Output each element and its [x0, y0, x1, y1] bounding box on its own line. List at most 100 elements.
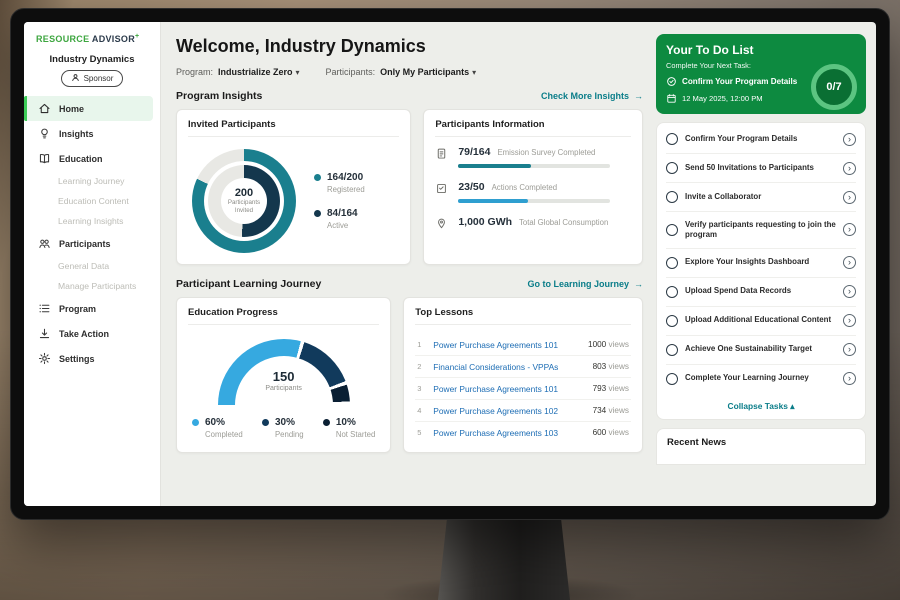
sidebar-item-participants[interactable]: Participants — [24, 231, 160, 256]
chevron-right-icon[interactable]: › — [843, 343, 856, 357]
stat-label: Emission Survey Completed — [497, 148, 596, 157]
book-icon — [38, 152, 51, 165]
invited-participants-donut: 200 Participants Invited — [192, 149, 296, 253]
todo-next-task-label: Confirm Your Program Details — [682, 77, 798, 86]
lesson-link[interactable]: Power Purchase Agreements 101 — [433, 339, 559, 350]
sidebar-item-learning-journey[interactable]: Learning Journey — [24, 171, 160, 191]
chevron-right-icon[interactable]: › — [843, 285, 856, 299]
task-label: Confirm Your Program Details — [685, 133, 798, 143]
checkbox-circle[interactable] — [666, 191, 678, 203]
check-more-insights-link[interactable]: Check More Insights → — [541, 91, 643, 101]
task-label: Achieve One Sustainability Target — [685, 344, 813, 354]
lesson-views-count: 803 — [592, 362, 607, 371]
chevron-right-icon[interactable]: › — [843, 132, 856, 146]
task-row-confirm-program[interactable]: Confirm Your Program Details › — [666, 125, 856, 154]
lesson-link[interactable]: Power Purchase Agreements 103 — [433, 427, 559, 438]
checkbox-circle[interactable] — [666, 314, 678, 327]
sidebar-item-general-data[interactable]: General Data — [24, 256, 160, 276]
sidebar-item-home[interactable]: Home — [24, 96, 153, 121]
todo-title: Your To Do List — [666, 43, 754, 57]
sidebar: RESOURCE ADVISOR+ Industry Dynamics Spon… — [24, 22, 161, 506]
program-label: Program: — [176, 67, 214, 77]
legend-label: Completed — [205, 430, 243, 439]
sidebar-item-take-action[interactable]: Take Action — [24, 321, 160, 346]
sidebar-item-program[interactable]: Program — [24, 296, 160, 321]
task-label: Invite a Collaborator — [685, 191, 762, 201]
sidebar-item-manage-participants[interactable]: Manage Participants — [24, 276, 160, 296]
task-label: Explore Your Insights Dashboard — [685, 257, 810, 267]
task-row-upload-educational-content[interactable]: Upload Additional Educational Content › — [666, 307, 856, 336]
section-title: Participant Learning Journey — [176, 278, 322, 290]
checkbox-circle[interactable] — [666, 133, 678, 145]
people-icon — [38, 237, 51, 250]
legend-dot — [314, 174, 321, 181]
stat-label: Total Global Consumption — [519, 218, 609, 227]
task-row-explore-insights[interactable]: Explore Your Insights Dashboard › — [666, 249, 856, 278]
checkbox-circle[interactable] — [666, 343, 678, 356]
sidebar-item-education[interactable]: Education — [24, 146, 160, 171]
lesson-link[interactable]: Power Purchase Agreements 102 — [433, 405, 559, 416]
chevron-right-icon[interactable]: › — [843, 161, 856, 175]
gauge-center-value: 150 — [272, 369, 295, 384]
chevron-right-icon[interactable]: › — [843, 190, 856, 204]
donut-center-value: 200 — [234, 186, 254, 199]
sidebar-item-insights[interactable]: Insights — [24, 121, 160, 146]
education-gauge-area: 150 Participants 60% Completed 30% Pending — [188, 334, 379, 441]
recent-news-header: Recent News — [656, 427, 866, 465]
sidebar-item-education-content[interactable]: Education Content — [24, 191, 160, 211]
lesson-rank: 3 — [417, 384, 422, 393]
legend-item-not-started: 10% Not Started — [322, 417, 375, 439]
program-value: Industrialize Zero — [218, 67, 293, 77]
task-row-achieve-target[interactable]: Achieve One Sustainability Target › — [666, 336, 856, 365]
task-row-upload-spend-data[interactable]: Upload Spend Data Records › — [666, 278, 856, 307]
stat-emission-survey: 79/164 Emission Survey Completed — [435, 146, 631, 168]
checkbox-circle[interactable] — [666, 372, 678, 385]
lesson-views-count: 600 — [592, 428, 607, 437]
chevron-right-icon[interactable]: › — [843, 223, 856, 237]
legend-item-active: 84/164 Active — [314, 208, 365, 230]
sponsor-badge[interactable]: Sponsor — [60, 70, 124, 87]
brand-plus: + — [135, 33, 140, 40]
task-row-invite-collaborator[interactable]: Invite a Collaborator › — [666, 183, 856, 212]
sidebar-item-label: Program — [59, 303, 97, 314]
task-row-verify-participants[interactable]: Verify participants requesting to join t… — [666, 212, 856, 249]
legend-label: Pending — [274, 430, 304, 439]
top-lessons-card: Top Lessons 1 Power Purchase Agreements … — [403, 297, 643, 453]
sidebar-item-learning-insights[interactable]: Learning Insights — [24, 211, 160, 231]
checkbox-circle[interactable] — [666, 285, 678, 298]
participants-dropdown[interactable]: Participants: Only My Participants ▾ — [326, 67, 477, 77]
sidebar-item-settings[interactable]: Settings — [24, 346, 160, 371]
go-to-learning-journey-link[interactable]: Go to Learning Journey → — [527, 279, 643, 289]
learning-journey-header: Participant Learning Journey Go to Learn… — [176, 278, 643, 290]
donut-legend: 164/200 Registered 84/164 Active — [314, 172, 365, 230]
chevron-right-icon[interactable]: › — [843, 256, 856, 270]
todo-tasks-card: Confirm Your Program Details › Send 50 I… — [656, 122, 866, 420]
task-row-complete-learning-journey[interactable]: Complete Your Learning Journey › — [666, 365, 856, 393]
stat-value: 23/50 — [458, 181, 485, 193]
checkbox-circle[interactable] — [666, 223, 678, 236]
lesson-link[interactable]: Power Purchase Agreements 101 — [433, 383, 559, 394]
lesson-views: 1000 views — [588, 340, 629, 349]
chevron-right-icon[interactable]: › — [843, 372, 856, 386]
collapse-tasks-link[interactable]: Collapse Tasks ▴ — [666, 393, 856, 416]
lesson-row: 5 Power Purchase Agreements 103 600 view… — [415, 422, 631, 443]
program-dropdown[interactable]: Program: Industrialize Zero ▾ — [176, 67, 300, 77]
list-icon — [38, 302, 51, 315]
todo-progress-value: 0/7 — [826, 81, 842, 93]
checkbox-circle[interactable] — [666, 256, 678, 269]
stat-label: Actions Completed — [491, 183, 558, 192]
dashboard-screen: RESOURCE ADVISOR+ Industry Dynamics Spon… — [24, 22, 876, 506]
stat-value: 79/164 — [458, 146, 491, 158]
lesson-views-word: views — [608, 384, 629, 393]
program-insights-cards: Invited Participants 200 Participants In… — [176, 109, 643, 265]
chevron-right-icon[interactable]: › — [843, 314, 856, 328]
lesson-rank: 2 — [417, 362, 422, 371]
info-progress-fill-1 — [458, 199, 529, 203]
lesson-link[interactable]: Financial Considerations - VPPAs — [433, 361, 559, 372]
sidebar-item-label: Participants — [59, 238, 111, 249]
task-label: Verify participants requesting to join t… — [685, 219, 836, 239]
lesson-views-count: 734 — [592, 406, 607, 415]
task-row-send-invitations[interactable]: Send 50 Invitations to Participants › — [666, 154, 856, 183]
checkbox-circle[interactable] — [666, 162, 678, 174]
todo-next-task[interactable]: Confirm Your Program Details — [666, 76, 808, 87]
